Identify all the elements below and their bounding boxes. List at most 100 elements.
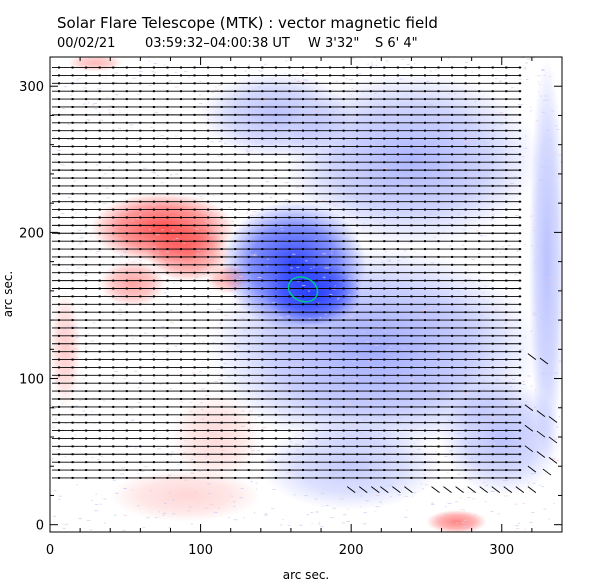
noise-speck	[186, 162, 189, 164]
vector-mark	[518, 105, 521, 108]
noise-speck	[387, 260, 391, 262]
vector-mark	[383, 342, 386, 345]
vector-mark	[85, 169, 88, 172]
noise-speck	[120, 473, 125, 475]
vector-mark	[301, 382, 304, 385]
vector-mark	[180, 232, 183, 235]
vector-mark	[478, 295, 481, 298]
vector-mark	[491, 366, 494, 369]
vector-mark	[58, 350, 61, 353]
noise-speck	[374, 345, 379, 346]
noise-speck	[452, 304, 456, 306]
vector-mark	[437, 374, 440, 377]
noise-speck	[140, 458, 142, 460]
noise-speck	[74, 434, 77, 436]
noise-speck	[352, 57, 355, 59]
vector-mark	[315, 366, 318, 369]
vector-mark	[518, 232, 521, 235]
vector-mark	[207, 240, 210, 243]
noise-speck	[521, 104, 524, 105]
noise-speck	[411, 101, 414, 103]
noise-speck	[261, 206, 263, 208]
noise-speck	[273, 130, 276, 132]
vector-mark	[342, 66, 345, 69]
noise-speck	[426, 80, 429, 82]
vector-mark	[166, 129, 169, 132]
vector-mark	[301, 66, 304, 69]
vector-mark	[451, 334, 454, 337]
vector-mark	[261, 255, 264, 258]
vector-mark	[139, 350, 142, 353]
vector-mark	[247, 255, 250, 258]
noise-speck	[519, 404, 524, 406]
noise-speck	[163, 502, 167, 504]
noise-speck	[121, 467, 125, 469]
vector-mark	[139, 200, 142, 203]
noise-speck	[430, 262, 435, 264]
noise-speck	[60, 164, 65, 166]
noise-speck	[447, 472, 449, 474]
vector-mark	[166, 66, 169, 69]
noise-speck	[62, 108, 65, 109]
noise-speck	[534, 434, 538, 436]
noise-speck	[539, 484, 541, 486]
noise-speck	[221, 392, 224, 394]
noise-speck	[50, 204, 52, 206]
vector-mark	[423, 382, 426, 385]
noise-speck	[398, 466, 401, 468]
noise-speck	[231, 220, 235, 222]
noise-speck	[245, 151, 250, 153]
vector-mark	[356, 445, 359, 448]
vector-mark	[166, 461, 169, 464]
vector-mark	[112, 145, 115, 148]
vector-mark	[98, 398, 101, 400]
vector-mark	[274, 161, 277, 164]
vector-mark	[369, 216, 372, 219]
noise-speck	[493, 443, 496, 445]
vector-mark	[396, 342, 399, 345]
vector-mark	[58, 303, 61, 306]
vector-mark	[396, 153, 399, 156]
noise-speck	[132, 77, 136, 79]
vector-mark	[274, 421, 277, 424]
noise-speck	[157, 175, 159, 176]
noise-speck	[211, 92, 215, 94]
diagonal-vector	[527, 465, 537, 473]
noise-speck	[243, 517, 245, 519]
noise-speck	[103, 522, 106, 524]
vector-mark	[396, 90, 399, 93]
vector-mark	[505, 334, 508, 337]
noise-speck	[513, 176, 517, 178]
noise-speck	[95, 252, 98, 254]
noise-speck	[381, 261, 384, 263]
noise-speck	[444, 455, 448, 457]
noise-speck	[497, 513, 500, 515]
noise-speck	[207, 492, 211, 494]
noise-speck	[296, 449, 299, 451]
noise-speck	[399, 205, 403, 207]
noise-speck	[526, 79, 529, 80]
vector-mark	[234, 200, 237, 203]
noise-speck	[324, 277, 326, 279]
vector-mark	[423, 287, 426, 290]
noise-speck	[547, 129, 550, 131]
noise-speck	[305, 260, 308, 262]
noise-speck	[265, 329, 270, 331]
vector-mark	[261, 405, 264, 408]
noise-speck	[348, 404, 351, 405]
vector-mark	[301, 184, 304, 187]
vector-mark	[180, 98, 183, 101]
noise-speck	[520, 105, 522, 107]
vector-mark	[234, 82, 237, 85]
vector-mark	[261, 437, 264, 440]
noise-speck	[343, 223, 347, 225]
noise-speck	[419, 352, 421, 354]
vector-mark	[274, 248, 277, 251]
vector-mark	[464, 137, 467, 140]
noise-speck	[238, 254, 240, 256]
vector-mark	[464, 177, 467, 180]
vector-mark	[71, 271, 74, 274]
vector-mark	[329, 90, 332, 93]
vector-mark	[396, 382, 399, 385]
vector-mark	[261, 366, 264, 369]
